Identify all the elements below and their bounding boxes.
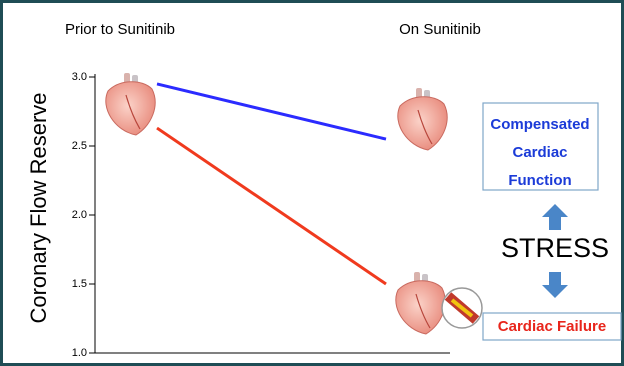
- arrow-down: [542, 272, 568, 298]
- y-tick-label: 1.5: [72, 278, 87, 290]
- annotation: Cardiac: [512, 144, 567, 161]
- y-tick-label: 1.0: [72, 347, 87, 359]
- annotation: Compensated: [490, 116, 589, 133]
- y-axis-label: Coronary Flow Reserve: [26, 92, 51, 323]
- chart: Coronary Flow Reserve Compensated Cardia…: [0, 0, 624, 366]
- series-line: [157, 128, 386, 284]
- annotation: STRESS: [501, 233, 609, 263]
- y-tick-label: 3.0: [72, 71, 87, 83]
- annotation: Cardiac Failure: [498, 318, 606, 335]
- x-category-label: On Sunitinib: [399, 21, 481, 38]
- y-tick-label: 2.0: [72, 209, 87, 221]
- heart-icon: [398, 88, 447, 150]
- heart-icon: [396, 272, 445, 334]
- y-tick-label: 2.5: [72, 140, 87, 152]
- heart-icon: [106, 73, 155, 135]
- series-line: [157, 84, 386, 139]
- annotation: Function: [508, 172, 571, 189]
- arrow-up: [542, 204, 568, 230]
- artery-icon: [442, 288, 482, 328]
- x-category-label: Prior to Sunitinib: [65, 21, 175, 38]
